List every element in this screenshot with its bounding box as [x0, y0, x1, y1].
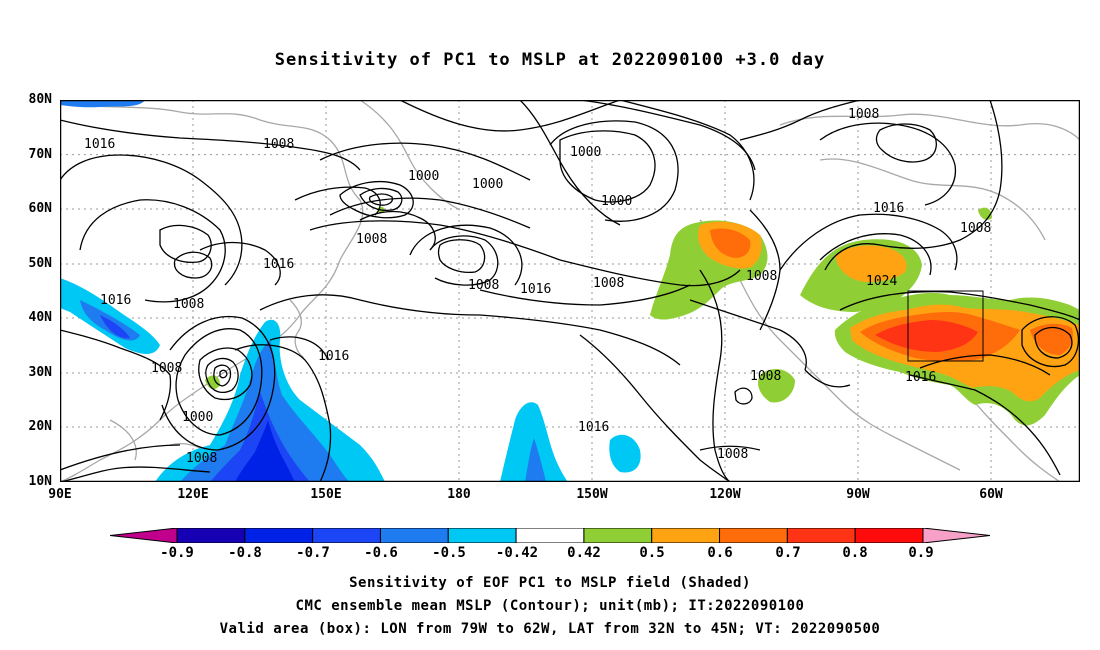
contour-label: 1024 — [866, 274, 897, 289]
contour-labels: 1016 1008 1000 1000 1000 1000 1008 1016 … — [84, 107, 991, 466]
contour-label: 1016 — [578, 420, 609, 435]
lat-label-80n: 80N — [28, 92, 52, 107]
contour-label: 1008 — [593, 276, 624, 291]
colorbar-tick-label: 0.42 — [567, 545, 601, 561]
lat-label-60n: 60N — [28, 201, 52, 216]
lon-label-150e: 150E — [310, 487, 342, 502]
caption-line-3: Valid area (box): LON from 79W to 62W, L… — [219, 621, 881, 637]
contour-label: 1008 — [173, 297, 204, 312]
contour-label: 1016 — [263, 257, 294, 272]
lon-label-90e: 90E — [48, 487, 72, 502]
contour-label: 1008 — [151, 361, 182, 376]
colorbar-box — [854, 528, 924, 543]
colorbar — [110, 528, 990, 543]
mslp-contours — [60, 100, 1080, 482]
contour-label: 1000 — [570, 145, 601, 160]
colorbar-tick-label: 0.9 — [908, 545, 934, 561]
contour-label: 1016 — [84, 137, 115, 152]
contour-label: 1008 — [717, 447, 748, 462]
caption-line-1: Sensitivity of EOF PC1 to MSLP field (Sh… — [349, 575, 751, 591]
lat-label-50n: 50N — [28, 256, 52, 271]
contour-label: 1008 — [960, 221, 991, 236]
colorbar-tick-label: -0.42 — [495, 545, 539, 561]
contour-label: 1000 — [601, 194, 632, 209]
lat-label-30n: 30N — [28, 365, 52, 380]
valid-area-box — [907, 290, 984, 362]
colorbar-box — [651, 528, 721, 543]
colorbar-boxes — [176, 528, 924, 543]
colorbar-box — [244, 528, 314, 543]
colorbar-box — [312, 528, 381, 543]
contour-label: 1000 — [408, 169, 439, 184]
lon-label-120e: 120E — [177, 487, 209, 502]
lon-label-120w: 120W — [709, 487, 741, 502]
colorbar-tick-label: 0.6 — [707, 545, 733, 561]
colorbar-tick-label: -0.6 — [364, 545, 398, 561]
colorbar-box — [583, 528, 653, 543]
lon-label-150w: 150W — [576, 487, 608, 502]
negative-sensitivity-shading — [60, 100, 641, 482]
lat-label-40n: 40N — [28, 310, 52, 325]
contour-label: 1008 — [848, 107, 879, 122]
colorbar-box — [176, 528, 246, 543]
contour-label: 1016 — [100, 293, 131, 308]
lon-label-180: 180 — [447, 487, 471, 502]
contour-label: 1008 — [356, 232, 387, 247]
contour-label: 1008 — [186, 451, 217, 466]
colorbar-box — [447, 528, 517, 543]
colorbar-tick-label: -0.7 — [296, 545, 330, 561]
chart-title: Sensitivity of PC1 to MSLP at 2022090100… — [274, 50, 826, 70]
lon-label-60w: 60W — [979, 487, 1003, 502]
lon-label-90w: 90W — [846, 487, 870, 502]
lat-label-70n: 70N — [28, 147, 52, 162]
contour-label: 1008 — [468, 278, 499, 293]
colorbar-tick-label: 0.8 — [842, 545, 868, 561]
caption-line-2: CMC ensemble mean MSLP (Contour); unit(m… — [295, 598, 805, 614]
colorbar-tick-label: -0.8 — [228, 545, 262, 561]
colorbar-box — [515, 528, 585, 543]
map-frame — [60, 100, 1080, 482]
contour-label: 1008 — [263, 137, 294, 152]
positive-sensitivity-shading — [205, 206, 1080, 426]
colorbar-tick-label: 0.5 — [639, 545, 665, 561]
colorbar-box — [379, 528, 449, 543]
lat-label-20n: 20N — [28, 419, 52, 434]
contour-label: 1000 — [472, 177, 503, 192]
lat-label-10n: 10N — [28, 474, 52, 489]
colorbar-high-triangle — [922, 528, 990, 543]
gridlines — [60, 100, 1080, 482]
contour-label: 1016 — [318, 349, 349, 364]
colorbar-tick-label: 0.7 — [775, 545, 801, 561]
contour-label: 1016 — [520, 282, 551, 297]
contour-label: 1016 — [873, 201, 904, 216]
colorbar-tick-label: -0.9 — [160, 545, 194, 561]
contour-label: 1000 — [182, 410, 213, 425]
colorbar-box — [786, 528, 856, 543]
contour-label: 1016 — [905, 370, 936, 385]
colorbar-box — [719, 528, 788, 543]
sensitivity-map: 1016 1008 1000 1000 1000 1000 1008 1016 … — [60, 100, 1080, 482]
colorbar-tick-label: -0.5 — [432, 545, 466, 561]
contour-label: 1008 — [746, 269, 777, 284]
contour-label: 1008 — [750, 369, 781, 384]
colorbar-low-triangle — [110, 528, 178, 543]
